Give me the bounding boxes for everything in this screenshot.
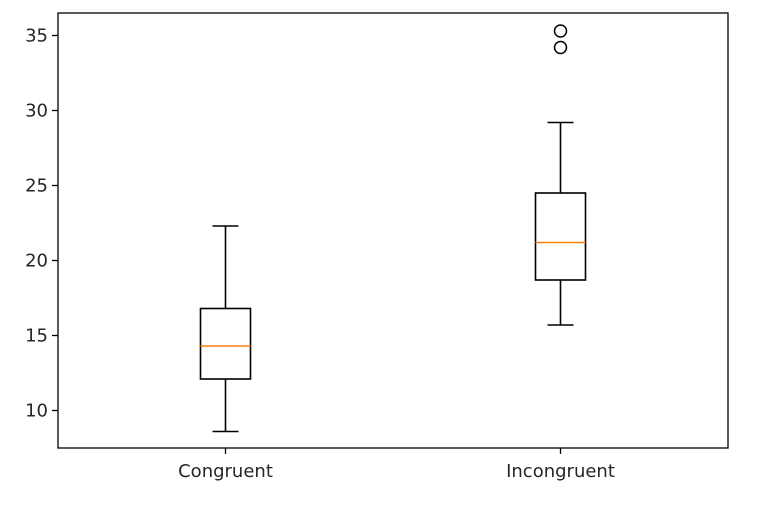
y-tick-label: 15 (25, 326, 48, 347)
x-axis: Congruent Incongruent (178, 448, 615, 482)
box-incongruent (534, 24, 587, 326)
y-tick-label: 30 (25, 101, 48, 122)
y-axis: 10 15 20 25 30 35 (25, 26, 58, 422)
y-tick-label: 20 (25, 251, 48, 272)
y-tick-label: 25 (25, 176, 48, 197)
box-congruent (199, 225, 252, 433)
iqr-box (199, 307, 252, 380)
boxes (199, 24, 587, 433)
outlier-point (553, 40, 568, 55)
y-tick-label: 10 (25, 401, 48, 422)
x-tick-label: Congruent (178, 461, 273, 482)
outlier-point (553, 24, 568, 38)
plot-area (57, 12, 729, 449)
iqr-box (534, 192, 587, 281)
x-tick-label: Incongruent (506, 461, 615, 482)
y-tick-label: 35 (25, 26, 48, 47)
